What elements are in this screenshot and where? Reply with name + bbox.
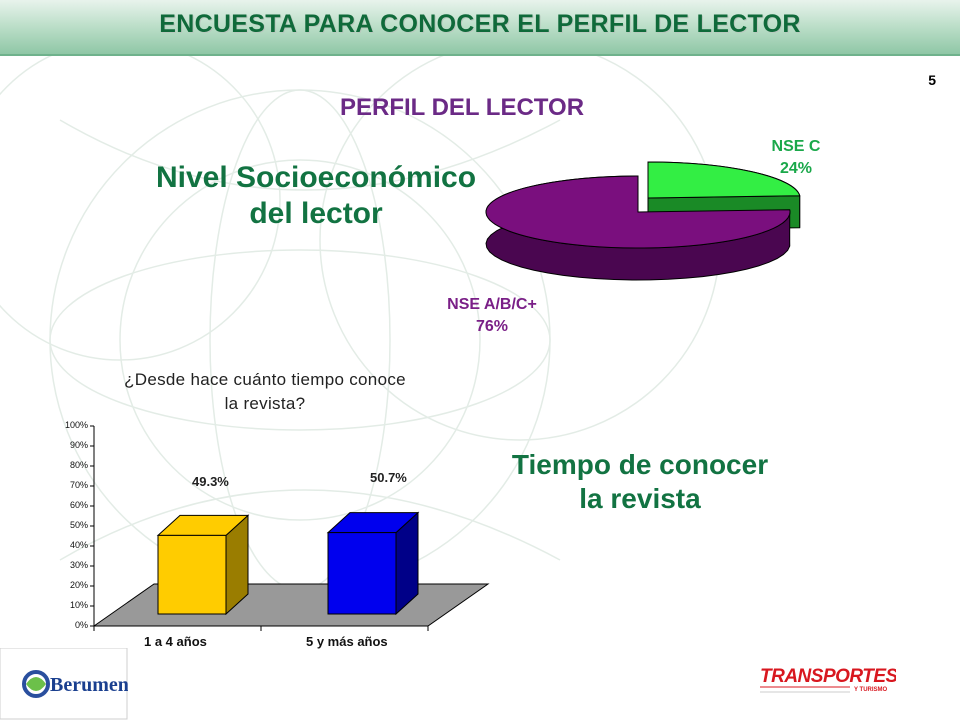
y-tick-label: 0% <box>74 620 88 630</box>
pie-label-nse-ab-pct: 76% <box>475 318 509 335</box>
pie-slice <box>647 161 801 199</box>
tiempo-heading: Tiempo de conocer la revista <box>480 448 800 516</box>
y-tick-label: 50% <box>69 520 88 530</box>
bar-chart-title: ¿Desde hace cuánto tiempo conoce la revi… <box>70 368 460 416</box>
pie-label-nse-c-pct: 24% <box>779 160 813 177</box>
x-category-label: 1 a 4 años <box>144 634 207 649</box>
x-category-label: 5 y más años <box>306 634 388 649</box>
nse-pie-chart <box>485 161 801 281</box>
berumen-logo: Berumen <box>0 648 128 720</box>
bar-value-label: 50.7% <box>370 470 407 485</box>
pie-label-nse-ab: NSE A/B/C+ 76% <box>432 294 552 338</box>
nse-heading: Nivel Socioeconómico del lector <box>140 160 492 232</box>
pie-slice <box>485 175 791 249</box>
transportes-logo: TRANSPORTES Y TURISMO <box>758 662 896 696</box>
tiempo-heading-line1: Tiempo de conocer <box>511 449 769 480</box>
section-title: PERFIL DEL LECTOR <box>340 94 585 121</box>
pie-label-nse-c: NSE C 24% <box>756 136 836 180</box>
pie-label-nse-c-name: NSE C <box>771 138 821 155</box>
bar-chart-title-line2: la revista? <box>224 394 306 413</box>
y-tick-label: 60% <box>69 500 88 510</box>
page-number: 5 <box>928 72 936 88</box>
y-tick-label: 90% <box>69 440 88 450</box>
tiempo-heading-line2: la revista <box>579 483 701 514</box>
bar-value-label: 49.3% <box>192 474 229 489</box>
y-tick-label: 20% <box>69 580 88 590</box>
bar <box>157 534 227 615</box>
y-tick-label: 30% <box>69 560 88 570</box>
berumen-logo-text: Berumen <box>50 674 128 696</box>
slide-title: ENCUESTA PARA CONOCER EL PERFIL DE LECTO… <box>159 10 801 38</box>
y-tick-label: 70% <box>69 480 88 490</box>
bar <box>327 532 397 615</box>
nse-heading-line1: Nivel Socioeconómico <box>155 161 477 194</box>
y-tick-label: 80% <box>69 460 88 470</box>
pie-label-nse-ab-name: NSE A/B/C+ <box>447 296 537 313</box>
transportes-logo-text: TRANSPORTES <box>760 666 896 687</box>
transportes-logo-sub: Y TURISMO <box>854 687 888 693</box>
y-tick-label: 10% <box>69 600 88 610</box>
y-tick-label: 100% <box>64 420 88 430</box>
title-bar: ENCUESTA PARA CONOCER EL PERFIL DE LECTO… <box>0 0 960 56</box>
bar-chart-title-line1: ¿Desde hace cuánto tiempo conoce <box>124 370 406 389</box>
nse-heading-line2: del lector <box>249 197 383 230</box>
chart-floor <box>92 583 490 627</box>
y-tick-label: 40% <box>69 540 88 550</box>
